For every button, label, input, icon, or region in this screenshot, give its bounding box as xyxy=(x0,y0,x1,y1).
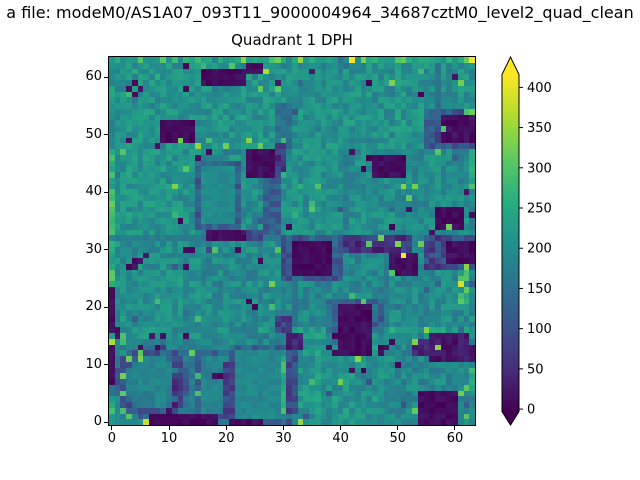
x-axis-tick xyxy=(168,426,170,430)
file-info-text: a file: modeM0/AS1A07_093T11_9000004964_… xyxy=(6,3,634,22)
y-axis-tick-label: 60 xyxy=(85,69,102,85)
x-axis-tick xyxy=(282,426,284,430)
heatmap-image xyxy=(108,56,476,426)
y-axis-tick xyxy=(104,191,108,193)
y-axis-tick xyxy=(104,364,108,366)
x-axis-tick-label: 20 xyxy=(217,431,235,446)
x-axis-tick-label: 40 xyxy=(332,431,349,446)
y-axis-tick xyxy=(104,76,108,78)
x-axis-tick-label: 30 xyxy=(275,431,292,446)
colorbar-tick-label: 350 xyxy=(527,121,552,136)
y-axis-tick-label: 10 xyxy=(85,356,102,372)
chart-title: Quadrant 1 DPH xyxy=(231,31,353,49)
x-axis-tick-label: 0 xyxy=(107,431,116,446)
y-axis-tick-label: 40 xyxy=(85,184,102,200)
y-axis-tick xyxy=(104,249,108,251)
x-axis-tick xyxy=(397,426,399,430)
x-axis-tick xyxy=(111,426,113,430)
colorbar-tick-label: 300 xyxy=(527,161,552,176)
colorbar-tick-label: 0 xyxy=(527,403,535,418)
x-axis-tick-label: 10 xyxy=(160,431,178,446)
colorbar-gradient xyxy=(501,55,520,426)
x-axis-tick-label: 60 xyxy=(446,431,464,446)
y-axis-tick-label: 0 xyxy=(93,414,102,430)
y-axis-tick xyxy=(104,421,108,423)
y-axis-tick-label: 30 xyxy=(85,241,102,257)
x-axis-tick-label: 50 xyxy=(389,431,407,446)
colorbar-tick-label: 250 xyxy=(527,202,552,217)
colorbar-tick-label: 150 xyxy=(527,282,552,297)
y-axis-tick-label: 50 xyxy=(85,126,102,142)
colorbar-tick-label: 400 xyxy=(527,81,552,96)
colorbar: 0 50 100 150 200 250 300 350 400 xyxy=(501,55,552,426)
colorbar-tick-label: 100 xyxy=(527,322,552,337)
x-axis-tick xyxy=(225,426,227,430)
colorbar-tick-label: 200 xyxy=(527,242,552,257)
y-axis-tick xyxy=(104,306,108,308)
x-axis-tick xyxy=(454,426,456,430)
x-axis-tick xyxy=(340,426,342,430)
y-axis-tick-label: 20 xyxy=(85,299,102,315)
colorbar-tick-label: 50 xyxy=(527,362,544,377)
y-axis-tick xyxy=(104,134,108,136)
